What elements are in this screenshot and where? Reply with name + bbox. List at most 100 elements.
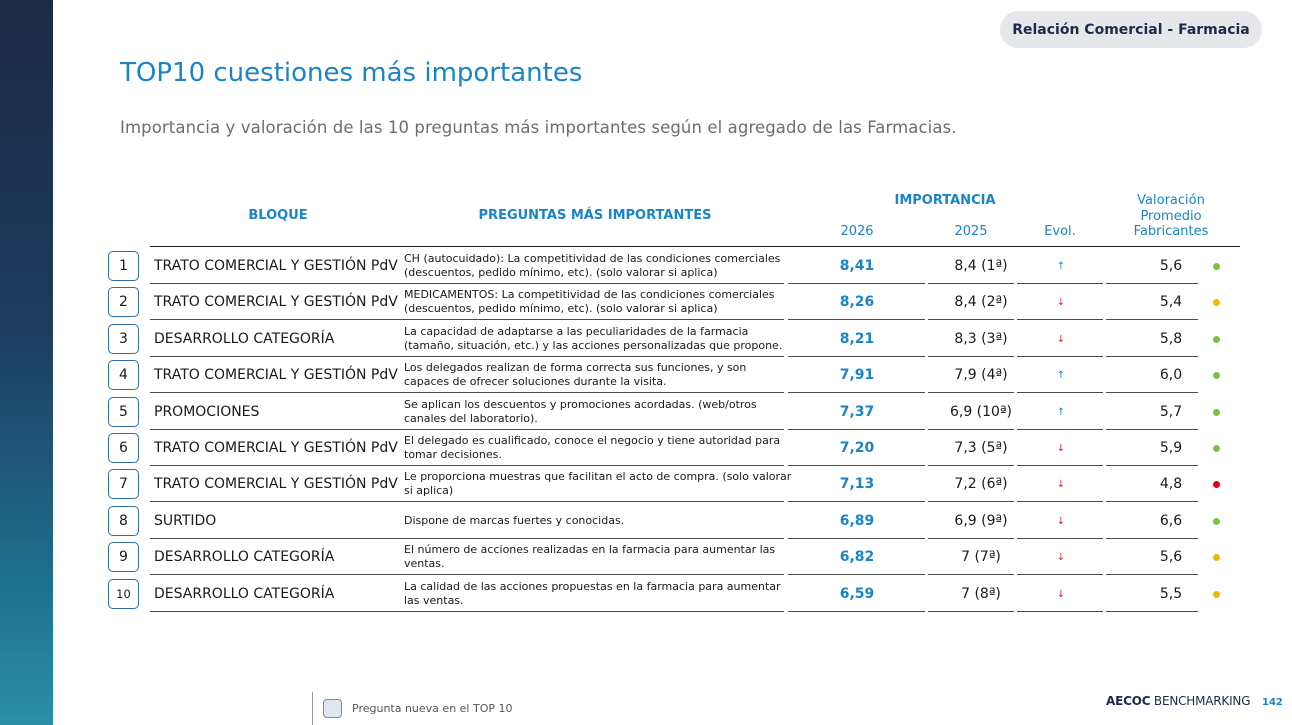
importancia-2026-cell: 6,82: [839, 549, 875, 565]
rank-badge: 8: [108, 506, 139, 536]
table-row: 1 TRATO COMERCIAL Y GESTIÓN PdV CH (autocu…: [108, 248, 1240, 284]
row-separator: [150, 611, 784, 612]
table-row: 5 PROMOCIONES Se aplican los descuentos y …: [108, 394, 1240, 430]
row-separator: [928, 465, 1014, 466]
evol-down-arrow-icon: ↓: [1056, 588, 1066, 600]
importancia-2025-cell: 7,2 (6ª): [954, 476, 1008, 492]
row-separator: [928, 611, 1014, 612]
status-dot-green: [1213, 445, 1220, 452]
pregunta-cell: Se aplican los descuentos y promociones …: [404, 398, 757, 425]
row-separator: [788, 501, 925, 502]
status-dot-yellow: [1213, 554, 1220, 561]
bloque-cell: TRATO COMERCIAL Y GESTIÓN PdV: [154, 258, 398, 274]
rank-badge: 4: [108, 360, 139, 390]
pregunta-cell: El delegado es cualificado, conoce el ne…: [404, 434, 781, 461]
bloque-cell: TRATO COMERCIAL Y GESTIÓN PdV: [154, 440, 398, 456]
row-separator: [788, 429, 925, 430]
valoracion-cell: 5,7: [1159, 404, 1183, 420]
bloque-cell: TRATO COMERCIAL Y GESTIÓN PdV: [154, 294, 398, 310]
row-separator: [1106, 538, 1198, 539]
evol-up-arrow-icon: ↑: [1056, 369, 1066, 381]
evol-down-arrow-icon: ↓: [1056, 442, 1066, 454]
row-separator: [1017, 465, 1103, 466]
bloque-cell: DESARROLLO CATEGORÍA: [154, 549, 335, 565]
importancia-2026-cell: 7,20: [839, 440, 875, 456]
header-valoracion: Valoración Promedio Fabricantes: [1133, 193, 1209, 239]
row-separator: [1106, 465, 1198, 466]
brand-bold: AECOC: [1106, 694, 1151, 708]
row-separator: [788, 611, 925, 612]
table-row: 9 DESARROLLO CATEGORÍA El número de accion…: [108, 539, 1240, 575]
status-dot-yellow: [1213, 299, 1220, 306]
row-separator: [1106, 574, 1198, 575]
brand-rest: BENCHMARKING: [1150, 694, 1251, 708]
page-number: 142: [1262, 697, 1283, 708]
row-separator: [150, 356, 784, 357]
status-dot-green: [1213, 263, 1220, 270]
row-separator: [1017, 611, 1103, 612]
header-rule: [150, 246, 1240, 247]
importancia-2025-cell: 7 (7ª): [961, 549, 1001, 565]
importancia-2026-cell: 6,89: [839, 513, 875, 529]
evol-down-arrow-icon: ↓: [1056, 478, 1066, 490]
brand-logo: AECOC BENCHMARKING: [1106, 694, 1251, 708]
row-separator: [150, 319, 784, 320]
row-separator: [1106, 501, 1198, 502]
row-separator: [1017, 501, 1103, 502]
importancia-2025-cell: 7,9 (4ª): [954, 367, 1008, 383]
valoracion-cell: 5,5: [1159, 586, 1183, 602]
row-separator: [1106, 392, 1198, 393]
importancia-2026-cell: 8,41: [839, 258, 875, 274]
valoracion-cell: 5,6: [1159, 549, 1183, 565]
legend-label: Pregunta nueva en el TOP 10: [352, 702, 513, 715]
valoracion-cell: 5,9: [1159, 440, 1183, 456]
pregunta-cell: La capacidad de adaptarse a las peculiar…: [404, 325, 783, 352]
row-separator: [1017, 283, 1103, 284]
table-row: 10 DESARROLLO CATEGORÍA La calidad de las …: [108, 576, 1240, 612]
importancia-2026-cell: 7,91: [839, 367, 875, 383]
row-separator: [928, 429, 1014, 430]
status-dot-green: [1213, 336, 1220, 343]
row-separator: [150, 465, 784, 466]
status-dot-green: [1213, 372, 1220, 379]
row-separator: [928, 538, 1014, 539]
row-separator: [928, 392, 1014, 393]
section-tag: Relación Comercial - Farmacia: [1000, 11, 1262, 48]
legend-new-question-swatch: [323, 699, 342, 718]
valoracion-cell: 6,6: [1159, 513, 1183, 529]
page-title: TOP10 cuestiones más importantes: [120, 58, 583, 88]
row-separator: [1017, 538, 1103, 539]
importancia-2025-cell: 7 (8ª): [961, 586, 1001, 602]
rank-badge: 2: [108, 287, 139, 317]
importancia-2025-cell: 6,9 (9ª): [954, 513, 1008, 529]
valoracion-cell: 5,6: [1159, 258, 1183, 274]
valoracion-cell: 5,4: [1159, 294, 1183, 310]
importancia-2026-cell: 7,13: [839, 476, 875, 492]
side-decoration: [0, 0, 53, 725]
row-separator: [788, 356, 925, 357]
importancia-2026-cell: 8,26: [839, 294, 875, 310]
pregunta-cell: Dispone de marcas fuertes y conocidas.: [404, 514, 625, 527]
evol-down-arrow-icon: ↓: [1056, 333, 1066, 345]
bloque-cell: DESARROLLO CATEGORÍA: [154, 331, 335, 347]
rank-badge: 1: [108, 251, 139, 281]
table-row: 3 DESARROLLO CATEGORÍA La capacidad de ada…: [108, 321, 1240, 357]
evol-up-arrow-icon: ↑: [1056, 260, 1066, 272]
rank-badge: 9: [108, 542, 139, 572]
row-separator: [1106, 356, 1198, 357]
table-row: 7 TRATO COMERCIAL Y GESTIÓN PdV Le proporc…: [108, 466, 1240, 502]
valoracion-cell: 4,8: [1159, 476, 1183, 492]
row-separator: [788, 538, 925, 539]
row-separator: [788, 392, 925, 393]
row-separator: [788, 283, 925, 284]
bloque-cell: DESARROLLO CATEGORÍA: [154, 586, 335, 602]
importancia-2025-cell: 8,3 (3ª): [954, 331, 1008, 347]
header-preguntas: PREGUNTAS MÁS IMPORTANTES: [478, 208, 712, 223]
row-separator: [150, 283, 784, 284]
rank-badge: 3: [108, 324, 139, 354]
status-dot-red: [1213, 481, 1220, 488]
pregunta-cell: La calidad de las acciones propuestas en…: [404, 580, 781, 607]
row-separator: [928, 356, 1014, 357]
row-separator: [1106, 429, 1198, 430]
row-separator: [1017, 356, 1103, 357]
